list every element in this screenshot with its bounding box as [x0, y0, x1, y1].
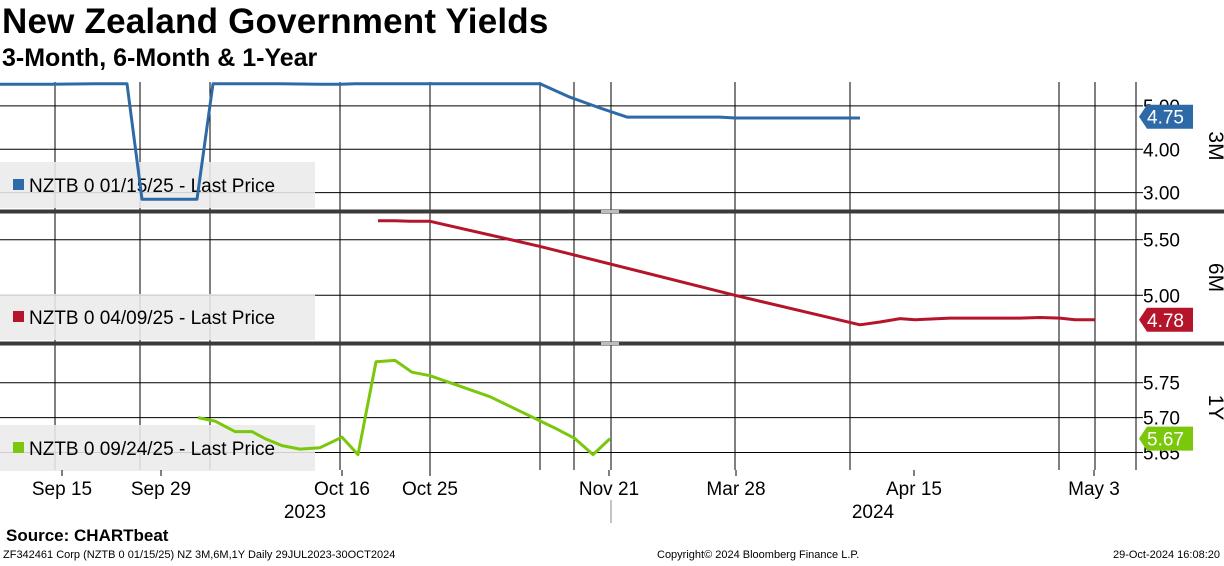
last-value-label: 4.78 — [1147, 311, 1184, 332]
x-tick-label: Oct 25 — [402, 479, 458, 500]
panel-axis-label: 3M — [1204, 131, 1224, 160]
y-tick-label: 3.00 — [1143, 184, 1180, 205]
footer-timestamp: 29-Oct-2024 16:08:20 — [1112, 549, 1220, 561]
legend-swatch — [13, 311, 24, 322]
legend-label: NZTB 0 01/15/25 - Last Price — [29, 176, 275, 197]
series-line-6M — [378, 219, 1095, 327]
y-tick-label: 4.00 — [1143, 140, 1180, 161]
panel-axis-label: 6M — [1204, 263, 1224, 292]
x-tick-label: May 3 — [1068, 479, 1120, 500]
x-tick-label: Oct 16 — [314, 479, 370, 500]
last-value-tag — [1139, 307, 1193, 332]
legend-swatch — [13, 442, 24, 453]
source-label: Source: CHARTbeat — [6, 526, 169, 545]
legend-label: NZTB 0 04/09/25 - Last Price — [29, 308, 275, 329]
last-value-label: 5.67 — [1147, 430, 1184, 451]
last-value-label: 4.75 — [1147, 108, 1184, 129]
series-line-3M — [0, 82, 860, 201]
legend-box — [0, 294, 315, 340]
x-tick-label: Sep 29 — [131, 479, 191, 500]
footer-copyright: Copyright© 2024 Bloomberg Finance L.P. — [657, 549, 860, 561]
separator-grip — [601, 210, 619, 213]
y-tick-label: 5.00 — [1143, 286, 1180, 307]
y-tick-label: 5.50 — [1143, 231, 1180, 252]
panel-6M: 5.00 5.50 6M NZTB 0 04/09/25 - Last Price 4.… — [0, 213, 1224, 342]
x-tick-label: Apr 15 — [886, 479, 942, 500]
chart-subtitle: 3-Month, 6-Month & 1-Year — [2, 44, 318, 72]
x-tick-label: Mar 28 — [706, 479, 765, 500]
x-tick-label: Sep 15 — [32, 479, 92, 500]
legend-box — [0, 425, 315, 471]
x-year-label: 2023 — [284, 502, 326, 523]
last-value-tag — [1139, 104, 1193, 129]
legend-label: NZTB 0 09/24/25 - Last Price — [29, 439, 275, 460]
series-line-1Y — [197, 358, 612, 457]
chart-title: New Zealand Government Yields — [2, 2, 549, 41]
separator-grip — [601, 342, 619, 345]
footer-security-info: ZF342461 Corp (NZTB 0 01/15/25) NZ 3M,6M… — [3, 549, 396, 561]
y-tick-label: 5.75 — [1143, 374, 1180, 395]
panel-axis-label: 1Y — [1204, 395, 1224, 421]
x-tick-label: Nov 21 — [579, 479, 639, 500]
x-year-label: 2024 — [852, 502, 895, 523]
y-tick-label: 5.70 — [1143, 409, 1180, 430]
last-value-tag — [1139, 426, 1193, 451]
legend-swatch — [13, 179, 24, 190]
